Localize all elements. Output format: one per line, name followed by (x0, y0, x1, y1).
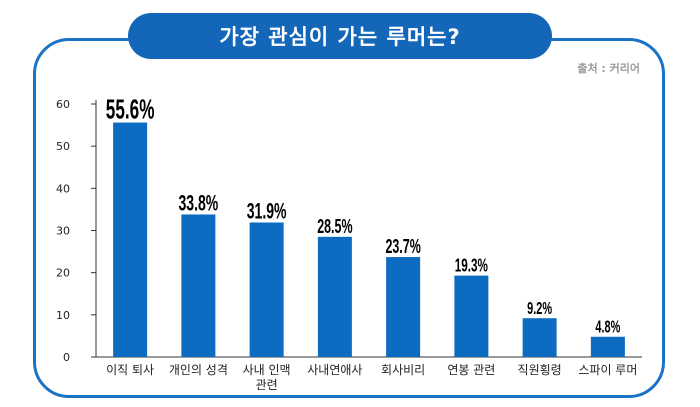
y-tick-label: 20 (56, 267, 70, 280)
value-label: 33.8% (178, 190, 218, 215)
bar (590, 336, 625, 357)
y-tick-label: 50 (56, 140, 70, 153)
value-label: 4.8% (595, 318, 620, 337)
category-label: 스파이 루머 (578, 363, 637, 377)
category-label: 회사비리 (381, 363, 425, 377)
bar (454, 275, 489, 357)
category-label: 사내 인맥 (243, 363, 291, 377)
bar (522, 318, 557, 357)
source-note: 출처 : 커리어 (577, 62, 640, 75)
category-label: 이직 퇴사 (106, 363, 154, 377)
value-label: 31.9% (247, 198, 287, 223)
category-label: 개인의 성격 (169, 363, 228, 377)
y-tick-label: 60 (56, 98, 70, 111)
category-label: 사내연애사 (307, 363, 362, 377)
y-tick-label: 30 (56, 225, 70, 238)
y-tick-label: 40 (56, 182, 70, 195)
bar (113, 122, 148, 357)
bar (386, 257, 421, 357)
value-label: 23.7% (385, 235, 421, 258)
value-label: 9.2% (527, 300, 552, 319)
category-label: 직원횡령 (518, 363, 562, 377)
value-label: 28.5% (317, 215, 353, 238)
value-label: 19.3% (455, 256, 488, 276)
category-label: 관련 (256, 378, 278, 392)
chart-title: 가장 관심이 가는 루머는? (128, 13, 552, 59)
value-label: 55.6% (106, 93, 155, 124)
bar (249, 222, 284, 357)
y-tick-label: 10 (56, 309, 70, 322)
bar (317, 236, 352, 357)
bar (181, 214, 216, 357)
y-tick-label: 0 (63, 351, 70, 364)
category-label: 연봉 관련 (447, 363, 495, 377)
